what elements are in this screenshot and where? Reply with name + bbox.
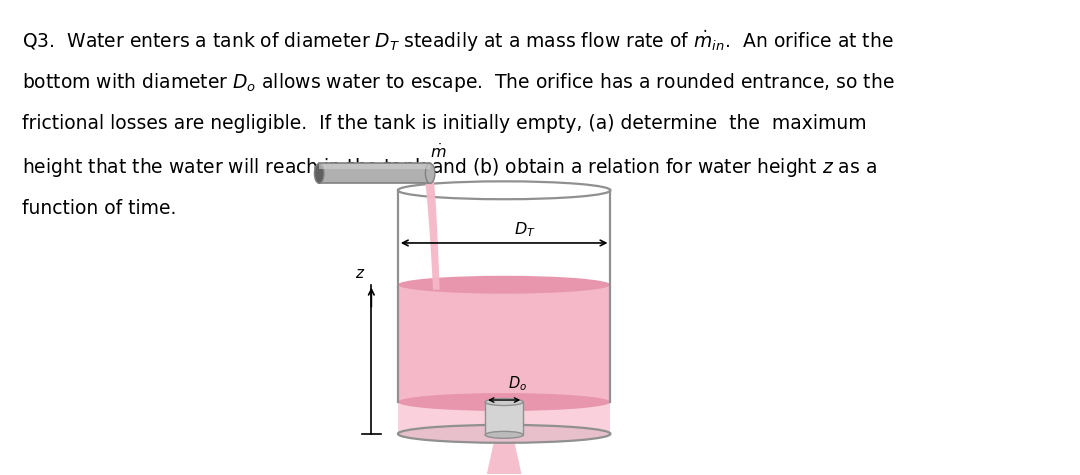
Polygon shape — [421, 165, 440, 290]
Text: frictional losses are negligible.  If the tank is initially empty, (a) determine: frictional losses are negligible. If the… — [23, 114, 867, 133]
Text: bottom with diameter $D_o$ allows water to escape.  The orifice has a rounded en: bottom with diameter $D_o$ allows water … — [23, 71, 895, 94]
Ellipse shape — [485, 399, 523, 406]
Ellipse shape — [485, 431, 523, 438]
Text: function of time.: function of time. — [23, 199, 177, 218]
Text: $z$: $z$ — [355, 266, 366, 281]
Ellipse shape — [397, 276, 610, 294]
Text: $D_o$: $D_o$ — [508, 374, 527, 393]
Bar — [320, 163, 430, 183]
Text: $D_T$: $D_T$ — [514, 220, 536, 239]
Bar — [397, 402, 610, 434]
Ellipse shape — [314, 163, 324, 183]
Ellipse shape — [397, 393, 610, 411]
Bar — [320, 164, 430, 170]
Text: Q3.  Water enters a tank of diameter $D_T$ steadily at a mass flow rate of $\dot: Q3. Water enters a tank of diameter $D_T… — [23, 28, 894, 54]
Bar — [397, 285, 610, 402]
Text: $\dot{m}$: $\dot{m}$ — [430, 143, 446, 162]
Polygon shape — [483, 438, 525, 475]
Text: height that the water will reach in the tank and (b) obtain a relation for water: height that the water will reach in the … — [23, 156, 877, 180]
Bar — [485, 402, 523, 435]
Ellipse shape — [426, 163, 435, 183]
Ellipse shape — [397, 425, 610, 443]
